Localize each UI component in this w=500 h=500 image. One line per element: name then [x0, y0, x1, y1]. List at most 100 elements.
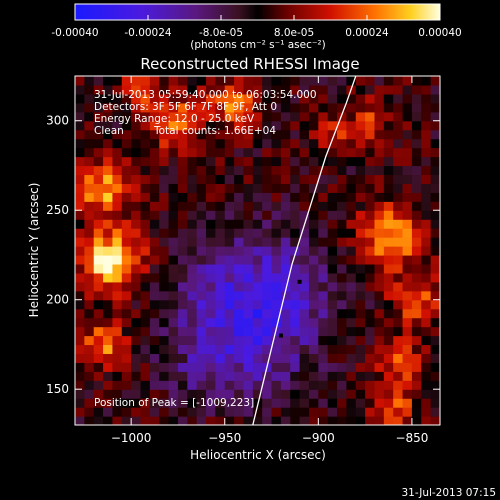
heatmap-cell: [243, 254, 254, 265]
heatmap-cell: [206, 147, 216, 158]
heatmap-cell: [243, 389, 254, 399]
heatmap-cell: [243, 326, 254, 337]
heatmap-cell: [75, 416, 85, 425]
heatmap-cell: [75, 335, 85, 346]
heatmap-cell: [337, 308, 348, 319]
heatmap-cell: [280, 398, 291, 408]
heatmap-cell: [215, 389, 226, 399]
heatmap-cell: [308, 362, 319, 372]
heatmap-cell: [252, 290, 263, 301]
heatmap-cell: [177, 138, 188, 149]
heatmap-cell: [75, 362, 85, 372]
heatmap-cell: [318, 335, 329, 346]
heatmap-cell: [411, 192, 422, 202]
heatmap-cell: [383, 165, 394, 176]
heatmap-cell: [280, 219, 291, 229]
heatmap-cell: [290, 165, 301, 176]
heatmap-cell: [177, 326, 188, 337]
heatmap-cell: [177, 416, 188, 425]
heatmap-cell: [430, 147, 440, 158]
heatmap-cell: [430, 156, 440, 167]
heatmap-cell: [308, 174, 319, 184]
heatmap-cell: [365, 416, 376, 425]
heatmap-cell: [131, 353, 142, 363]
heatmap-cell: [243, 380, 254, 390]
heatmap-cell: [393, 120, 404, 131]
heatmap-cell: [234, 219, 245, 229]
heatmap-cell: [393, 138, 404, 149]
heatmap-cell: [290, 344, 301, 355]
heatmap-cell: [187, 290, 198, 301]
heatmap-cell: [121, 263, 132, 274]
heatmap-cell: [393, 380, 404, 390]
heatmap-cell: [215, 228, 226, 238]
heatmap-cell: [355, 416, 366, 425]
heatmap-cell: [318, 210, 329, 220]
heatmap-cell: [383, 84, 394, 95]
heatmap-cell: [327, 299, 338, 310]
heatmap-cell: [290, 263, 301, 274]
heatmap-cell: [421, 228, 432, 238]
heatmap-cell: [159, 147, 170, 158]
heatmap-cell: [383, 156, 394, 167]
heatmap-cell: [337, 93, 348, 104]
heatmap-cell: [196, 147, 207, 158]
heatmap-cell: [393, 246, 404, 256]
heatmap-cell: [215, 102, 226, 113]
heatmap-cell: [318, 407, 329, 417]
heatmap-cell: [262, 138, 273, 149]
heatmap-cell: [393, 254, 404, 265]
heatmap-cell: [262, 111, 273, 122]
heatmap-cell: [327, 353, 338, 363]
heatmap-cell: [318, 281, 329, 292]
heatmap-cell: [280, 416, 291, 425]
heatmap-cell: [280, 237, 291, 247]
heatmap-cell: [159, 281, 170, 292]
heatmap-cell: [159, 353, 170, 363]
heatmap-cell: [393, 165, 404, 176]
heatmap-cell: [234, 344, 245, 355]
heatmap-cell: [112, 353, 123, 363]
heatmap-cell: [271, 111, 282, 122]
heatmap-cell: [337, 389, 348, 399]
heatmap-cell: [402, 407, 413, 417]
heatmap-cell: [365, 147, 376, 158]
heatmap-cell: [84, 228, 95, 238]
heatmap-cell: [393, 129, 404, 140]
heatmap-cell: [224, 120, 235, 131]
heatmap-cell: [290, 246, 301, 256]
heatmap-cell: [308, 192, 319, 202]
heatmap-cell: [149, 102, 160, 113]
heatmap-cell: [159, 84, 170, 95]
heatmap-cell: [187, 281, 198, 292]
heatmap-cell: [121, 344, 132, 355]
heatmap-cell: [308, 102, 319, 113]
heatmap-cell: [280, 308, 291, 319]
heatmap-cell: [187, 263, 198, 274]
heatmap-cell: [243, 353, 254, 363]
heatmap-cell: [75, 317, 85, 328]
heatmap-cell: [393, 174, 404, 184]
heatmap-cell: [243, 290, 254, 301]
heatmap-cell: [234, 174, 245, 184]
heatmap-cell: [84, 380, 95, 390]
heatmap-cell: [299, 165, 310, 176]
heatmap-cell: [308, 183, 319, 193]
heatmap-cell: [149, 237, 160, 247]
heatmap-cell: [280, 335, 291, 346]
heatmap-cell: [121, 281, 132, 292]
heatmap-cell: [215, 246, 226, 256]
heatmap-cell: [224, 299, 235, 310]
heatmap-cell: [159, 371, 170, 381]
heatmap-cell: [121, 299, 132, 310]
heatmap-cell: [206, 362, 216, 372]
heatmap-cell: [327, 308, 338, 319]
heatmap-cell: [112, 335, 123, 346]
heatmap-cell: [206, 138, 216, 149]
heatmap-cell: [234, 272, 245, 283]
heatmap-cell: [103, 380, 114, 390]
heatmap-cell: [93, 76, 104, 86]
heatmap-cell: [234, 228, 245, 238]
heatmap-cell: [140, 156, 151, 167]
